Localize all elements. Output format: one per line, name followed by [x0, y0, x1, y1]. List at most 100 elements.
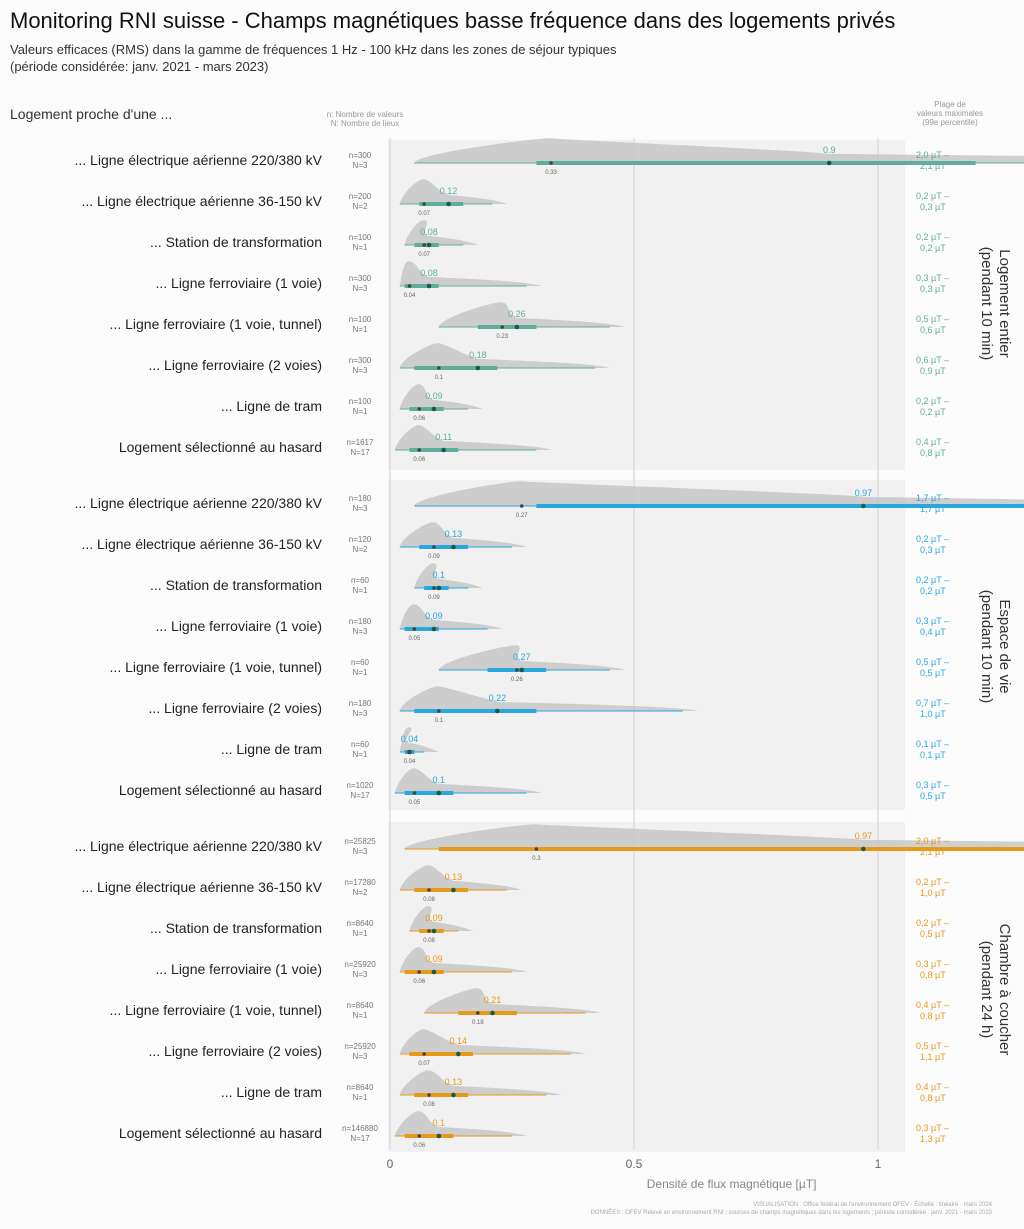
row-n-count: n=180	[349, 699, 372, 708]
row-category-label: ... Station de transformation	[150, 577, 322, 593]
secondary-point	[437, 366, 441, 370]
density-shape	[399, 1029, 586, 1054]
median-label: 0.97	[855, 488, 873, 498]
secondary-point	[417, 448, 422, 452]
range-label-high: 0,5 µT	[920, 791, 946, 801]
median-point	[451, 1092, 456, 1098]
range-label-low: 0,4 µT –	[916, 1000, 949, 1010]
range-label-low: 2,0 µT –	[916, 150, 949, 160]
row-location-count: N=3	[353, 161, 368, 170]
row-category-label: ... Ligne de tram	[221, 1084, 322, 1100]
row-location-count: N=1	[353, 1093, 368, 1102]
box-bar	[414, 709, 537, 713]
median-point	[451, 544, 456, 550]
row-location-count: N=2	[353, 202, 368, 211]
range-label-high: 0,4 µT	[920, 627, 946, 637]
range-label-low: 0,5 µT –	[916, 1041, 949, 1051]
secondary-label: 0.06	[413, 416, 425, 422]
box-bar	[419, 202, 464, 206]
secondary-label: 0.18	[472, 1020, 484, 1026]
box-bar	[409, 1052, 473, 1056]
median-point	[475, 365, 481, 371]
range-label-low: 0,3 µT –	[916, 780, 949, 790]
secondary-label: 0.04	[404, 759, 416, 765]
secondary-point	[412, 791, 417, 795]
secondary-label: 0.1	[435, 375, 444, 381]
x-axis-label: Densité de flux magnétique [µT]	[647, 1177, 817, 1191]
range-label-low: 0,3 µT –	[916, 273, 949, 283]
row-n-count: n=8640	[347, 1001, 374, 1010]
secondary-point	[422, 243, 426, 247]
median-point	[519, 667, 525, 673]
secondary-label: 0.04	[404, 293, 416, 299]
row-location-count: N=17	[350, 448, 370, 457]
median-label: 0.08	[420, 268, 438, 278]
range-label-high: 0,5 µT	[920, 929, 946, 939]
range-label-low: 0,2 µT –	[916, 877, 949, 887]
median-point	[426, 283, 432, 289]
density-shape	[399, 261, 542, 286]
density-shape	[404, 220, 478, 245]
box-bar	[409, 448, 459, 452]
box-bar	[536, 504, 1024, 508]
row-n-count: n=25920	[344, 960, 376, 969]
range-label-high: 2,1 µT	[920, 847, 946, 857]
row-location-count: N=3	[353, 284, 368, 293]
footer-line-2: DONNÉES : OFEV Relevé en environnement R…	[590, 1210, 992, 1216]
density-shape	[399, 522, 527, 547]
range-label-low: 0,6 µT –	[916, 355, 949, 365]
secondary-point	[417, 407, 422, 411]
row-n-count: n=8640	[347, 919, 374, 928]
range-header-line-3: (99e percentile)	[922, 118, 978, 127]
range-label-high: 1,0 µT	[920, 888, 946, 898]
row-category-label: ... Ligne ferroviaire (2 voies)	[148, 1043, 322, 1059]
row-category-label: ... Ligne ferroviaire (1 voie)	[155, 275, 322, 291]
box-bar	[536, 161, 976, 165]
chart-period: (période considérée: janv. 2021 - mars 2…	[10, 59, 269, 74]
range-label-high: 1,7 µT	[920, 504, 946, 514]
row-category-label: ... Ligne électrique aérienne 220/380 kV	[74, 495, 322, 511]
box-bar	[419, 545, 469, 549]
density-shape	[399, 384, 483, 409]
range-label-low: 0,4 µT –	[916, 1082, 949, 1092]
panel-sublabel: (pendant 10 min)	[978, 590, 995, 703]
secondary-point	[437, 709, 441, 713]
box-bar	[404, 284, 439, 288]
range-label-low: 0,3 µT –	[916, 959, 949, 969]
range-label-high: 1,1 µT	[920, 1052, 946, 1062]
secondary-label: 0.06	[413, 979, 425, 985]
row-category-label: ... Ligne ferroviaire (1 voie)	[155, 961, 322, 977]
median-point	[826, 160, 832, 166]
secondary-point	[422, 202, 426, 206]
range-label-high: 0,3 µT	[920, 202, 946, 212]
range-label-low: 0,5 µT –	[916, 314, 949, 324]
range-column-header: Plage de valeurs maximales (99e percenti…	[905, 100, 995, 127]
density-shape	[394, 425, 552, 450]
range-label-low: 1,7 µT –	[916, 493, 949, 503]
range-label-low: 0,2 µT –	[916, 534, 949, 544]
density-shape	[438, 645, 625, 670]
row-location-count: N=1	[353, 929, 368, 938]
density-shape	[399, 604, 503, 629]
median-label: 0.09	[425, 391, 443, 401]
density-shape	[424, 988, 600, 1013]
box-bar	[419, 929, 444, 933]
row-n-count: n=300	[349, 151, 372, 160]
median-label: 0.08	[420, 227, 438, 237]
row-header: Logement proche d'une ...	[10, 106, 173, 122]
row-location-count: N=2	[353, 888, 368, 897]
row-location-count: N=3	[353, 847, 368, 856]
secondary-point	[534, 847, 539, 851]
row-category-label: Logement sélectionné au hasard	[119, 439, 322, 455]
density-shape	[394, 768, 542, 793]
row-n-count: n=60	[351, 740, 370, 749]
density-shape	[414, 563, 483, 588]
range-label-high: 0,2 µT	[920, 407, 946, 417]
secondary-point	[432, 545, 436, 549]
median-label: 0.09	[425, 611, 443, 621]
box-bar	[458, 1011, 517, 1015]
row-location-count: N=3	[353, 1052, 368, 1061]
range-label-high: 0,2 µT	[920, 243, 946, 253]
median-point	[861, 846, 866, 852]
